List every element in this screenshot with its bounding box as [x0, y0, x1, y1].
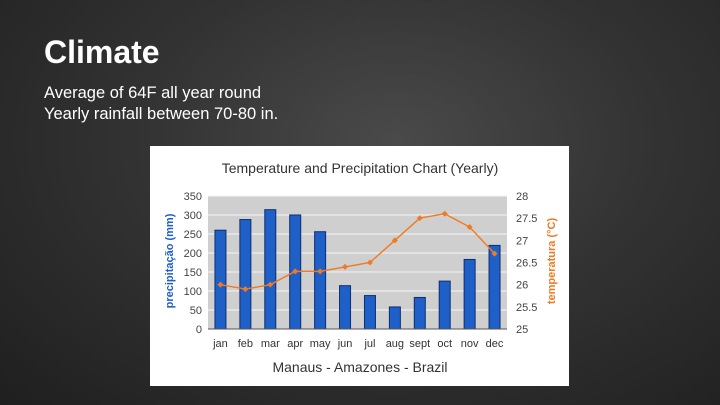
bullet-temperature: Average of 64F all year round — [44, 84, 262, 102]
y-tick-label: 350 — [184, 191, 202, 203]
x-tick-label: feb — [238, 338, 253, 350]
temperature-point — [292, 268, 299, 275]
x-tick-label: may — [310, 338, 331, 350]
y2-tick-label: 25.5 — [516, 302, 537, 314]
precipitation-bar — [363, 295, 376, 330]
precipitation-bar — [413, 296, 426, 330]
chart-svg: Temperature and Precipitation Chart (Yea… — [164, 160, 558, 375]
x-tick-label: nov — [461, 338, 479, 350]
y-tick-label: 300 — [184, 210, 202, 222]
y2-tick-label: 26.5 — [516, 258, 537, 270]
chart-title: Temperature and Precipitation Chart (Yea… — [222, 160, 499, 176]
y2-axis-label: temperatura (°C) — [546, 218, 558, 305]
precipitation-bar — [488, 244, 501, 330]
x-tick-label: dec — [486, 338, 504, 350]
bullet-list: Average of 64F all year round Yearly rai… — [44, 83, 278, 125]
y2-tick-label: 28 — [516, 191, 528, 203]
temperature-point — [391, 237, 398, 244]
precipitation-bar — [264, 209, 277, 330]
temperature-point — [317, 268, 324, 275]
y-tick-label: 50 — [190, 305, 202, 317]
x-tick-label: sept — [409, 338, 430, 350]
y-tick-label: 150 — [184, 267, 202, 279]
y2-tick-label: 27.5 — [516, 213, 537, 225]
y-axis-label: precipitação (mm) — [164, 213, 176, 308]
temperature-point — [267, 281, 274, 288]
x-tick-label: oct — [437, 338, 452, 350]
x-tick-label: jan — [212, 338, 228, 350]
temperature-line — [220, 213, 496, 290]
y2-tick-label: 26 — [516, 280, 528, 292]
chart-subtitle: Manaus - Amazones - Brazil — [272, 359, 447, 375]
y-tick-label: 100 — [184, 286, 202, 298]
temperature-point — [416, 215, 423, 222]
temperature-point — [217, 281, 224, 288]
precipitation-bar — [388, 306, 401, 330]
temperature-point — [342, 263, 349, 270]
temperature-point — [466, 224, 473, 231]
precipitation-bar — [463, 258, 476, 330]
temperature-point — [242, 286, 249, 293]
y-tick-label: 0 — [196, 324, 202, 336]
precipitation-bar — [214, 229, 227, 330]
y2-tick-label: 27 — [516, 235, 528, 247]
temperature-point — [441, 210, 448, 217]
y-tick-label: 200 — [184, 248, 202, 260]
x-tick-label: aug — [386, 338, 404, 350]
x-tick-label: jun — [337, 338, 353, 350]
precipitation-bar — [314, 231, 327, 330]
x-tick-label: jul — [363, 338, 375, 350]
plot-area — [208, 196, 507, 329]
bullet-rainfall: Yearly rainfall between 70-80 in. — [44, 105, 279, 123]
y-tick-label: 250 — [184, 229, 202, 241]
climate-chart: Temperature and Precipitation Chart (Yea… — [150, 146, 569, 386]
temperature-point — [491, 250, 498, 257]
precipitation-bar — [339, 285, 352, 330]
x-tick-label: apr — [287, 338, 303, 350]
precipitation-bar — [438, 280, 451, 330]
temperature-point — [366, 259, 373, 266]
slide-title: Climate — [44, 34, 160, 70]
precipitation-bar — [239, 219, 252, 330]
x-tick-label: mar — [261, 338, 280, 350]
y2-tick-label: 25 — [516, 324, 528, 336]
